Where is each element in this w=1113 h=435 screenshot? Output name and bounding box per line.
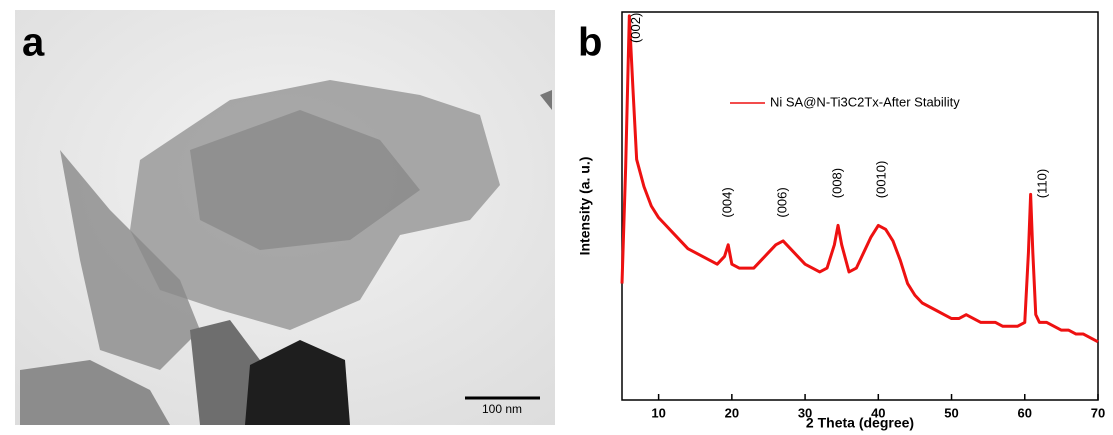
peak-label: (0010) (873, 161, 888, 199)
x-axis-title: 2 Theta (degree) (806, 415, 914, 431)
y-axis-title: Intensity (a. u.) (577, 157, 593, 256)
peak-label: (004) (720, 187, 735, 217)
peak-label: (008) (829, 168, 844, 198)
x-tick-label: 10 (651, 405, 665, 420)
flake (190, 320, 260, 425)
plot-frame (621, 11, 1099, 401)
xrd-chart: 10 20 30 40 50 60 70 2 Theta (degree) Intensity … (577, 11, 1105, 431)
x-tick-label: 40 (871, 405, 885, 420)
scale-bar-label: 100 nm (482, 402, 522, 416)
xrd-line (620, 14, 1099, 344)
peak-label: (006) (775, 187, 790, 217)
flake (60, 150, 200, 370)
peak-label: (110) (1035, 169, 1050, 198)
flake (20, 360, 170, 425)
x-tick-label: 70 (1091, 405, 1105, 420)
panel-label: b (578, 21, 602, 65)
flake (540, 90, 552, 110)
flake (190, 110, 420, 250)
tem-image: 100 nm a (15, 10, 555, 425)
x-tick-label: 60 (1018, 405, 1032, 420)
peak-label: (002) (628, 13, 643, 43)
legend-label: Ni SA@N-Ti3C2Tx-After Stability (770, 94, 960, 109)
panel-label: a (22, 21, 45, 65)
x-tick-label: 20 (725, 405, 739, 420)
x-tick-label: 30 (798, 405, 812, 420)
x-tick-label: 50 (944, 405, 958, 420)
flake (245, 340, 350, 425)
